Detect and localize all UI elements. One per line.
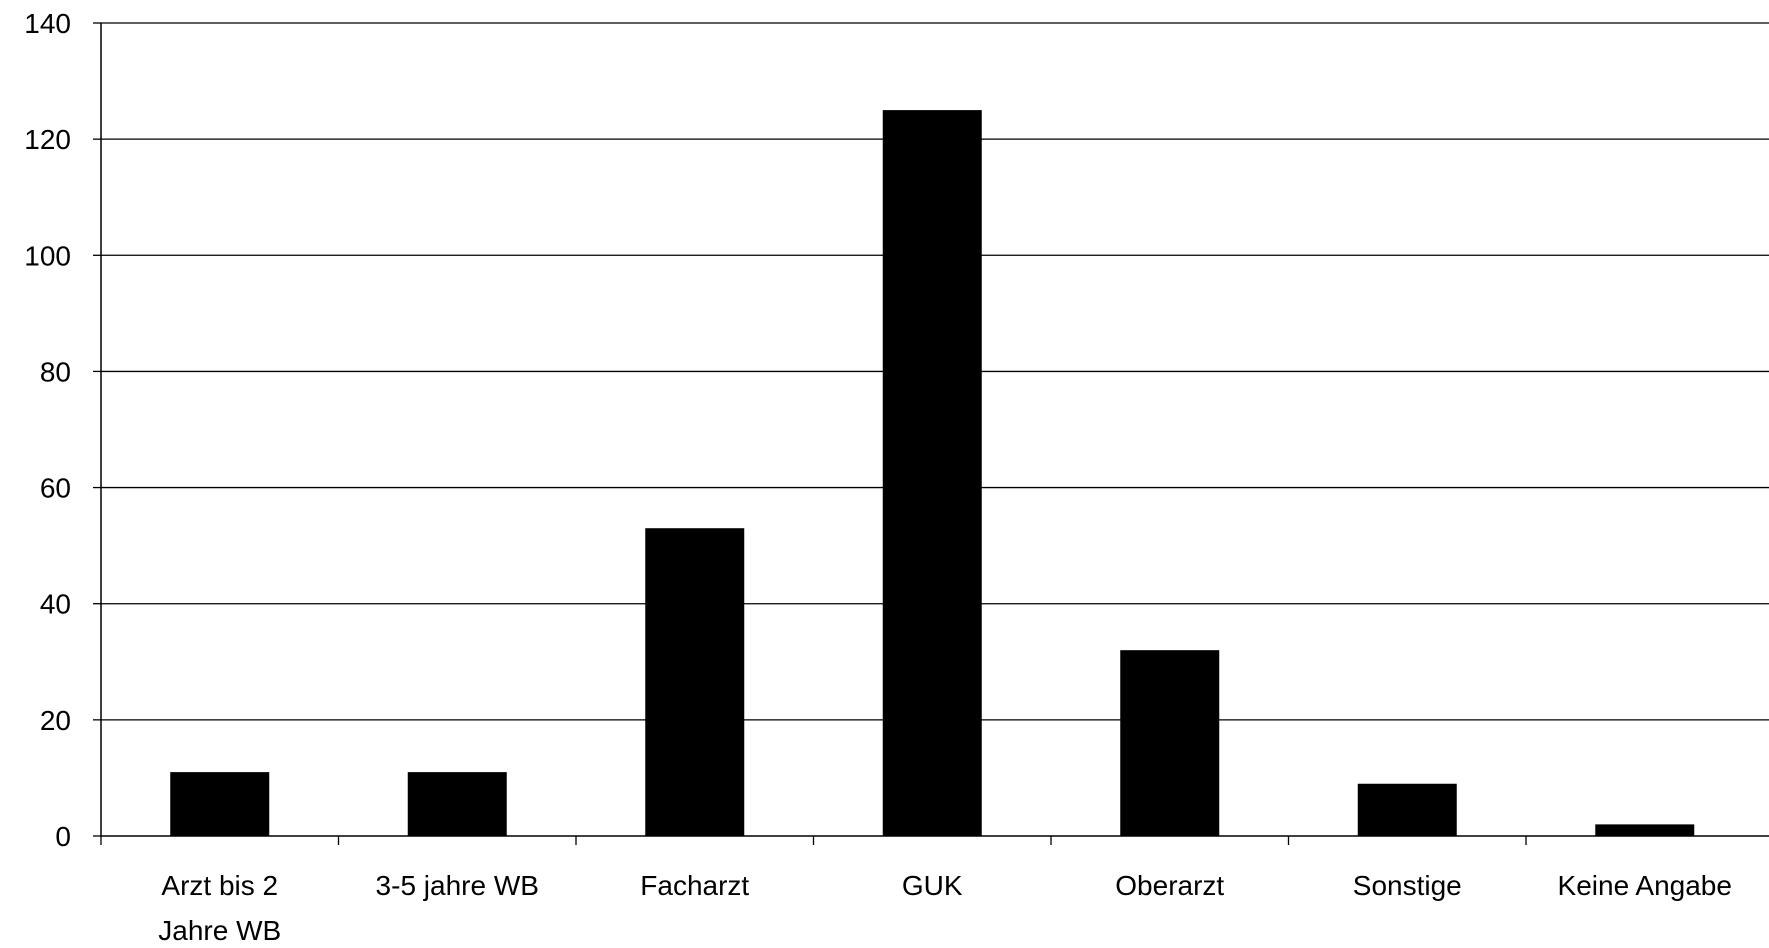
x-tick-label: Oberarzt <box>1115 870 1224 901</box>
bar-1 <box>170 772 270 836</box>
x-tick-label: Sonstige <box>1353 870 1462 901</box>
x-tick-label: GUK <box>902 870 963 901</box>
x-tick-label-line: Jahre WB <box>158 915 281 946</box>
bar-3 <box>645 528 745 836</box>
x-tick-label-line: Oberarzt <box>1115 870 1224 901</box>
y-tick-label: 80 <box>40 356 71 387</box>
y-tick-label: 0 <box>55 821 71 852</box>
y-tick-label: 40 <box>40 589 71 620</box>
x-tick-label: Arzt bis 2 Jahre WB <box>158 870 281 946</box>
axes <box>93 22 1769 845</box>
y-tick-label: 60 <box>40 473 71 504</box>
y-tick-label: 20 <box>40 705 71 736</box>
bar-7 <box>1595 824 1695 836</box>
bars <box>170 110 1695 837</box>
bar-4 <box>882 110 982 837</box>
x-tick-labels: Arzt bis 2 Jahre WB 3-5 jahre WB Facharzt GU… <box>158 870 1732 946</box>
y-tick-label: 140 <box>24 8 71 39</box>
x-tick-label-line: 3-5 jahre WB <box>376 870 539 901</box>
bar-5 <box>1120 650 1220 836</box>
bar-6 <box>1357 783 1457 836</box>
x-tick-label: 3-5 jahre WB <box>376 870 539 901</box>
x-tick-label-line: Keine Angabe <box>1558 870 1732 901</box>
x-tick-label-line: Sonstige <box>1353 870 1462 901</box>
x-tick-label: Keine Angabe <box>1558 870 1732 901</box>
x-tick-label-line: Facharzt <box>640 870 749 901</box>
y-tick-label: 100 <box>24 240 71 271</box>
x-tick-label: Facharzt <box>640 870 749 901</box>
y-tick-labels: 0 20 40 60 80 100 120 140 <box>24 8 71 852</box>
x-tick-label-line: Arzt bis 2 <box>161 870 278 901</box>
x-tick-label-line: GUK <box>902 870 963 901</box>
bar-2 <box>407 772 507 836</box>
y-tick-label: 120 <box>24 124 71 155</box>
